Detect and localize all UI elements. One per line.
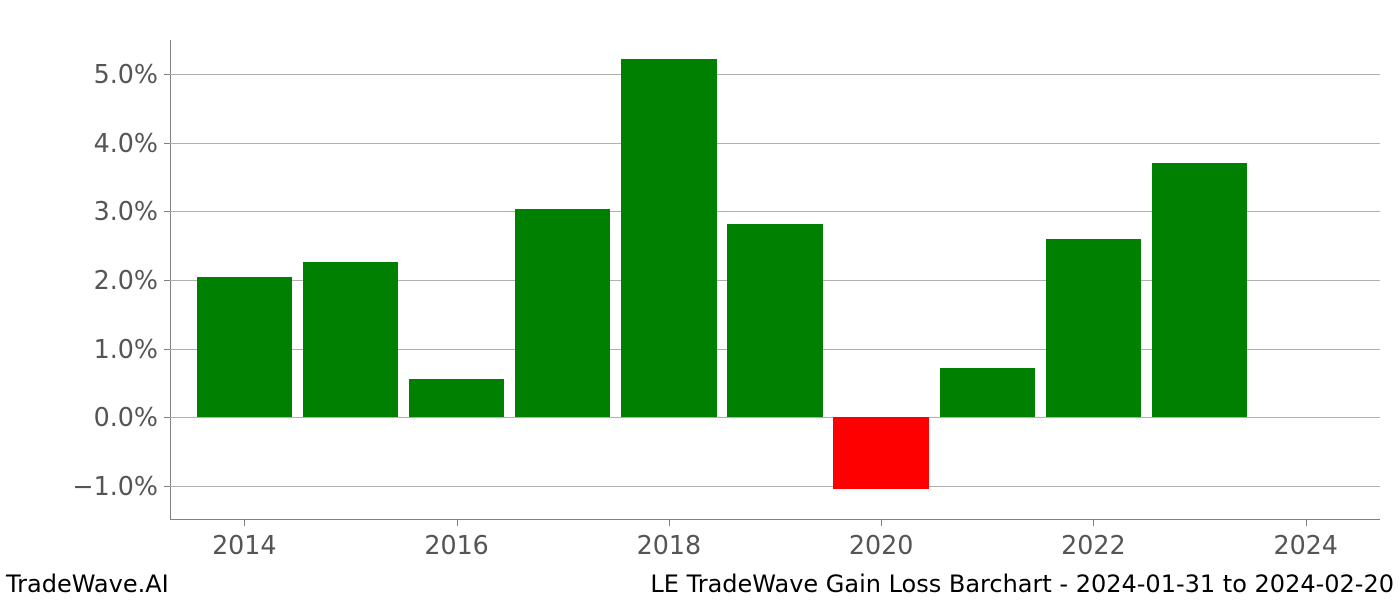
x-tick-label: 2018 xyxy=(637,530,701,560)
y-tick-mark xyxy=(164,143,170,144)
y-tick-mark xyxy=(164,74,170,75)
bar xyxy=(409,379,505,417)
x-axis-spine xyxy=(170,519,1380,520)
x-tick-mark xyxy=(457,520,458,526)
x-tick-mark xyxy=(244,520,245,526)
y-tick-label: 4.0% xyxy=(94,128,158,158)
y-tick-label: 2.0% xyxy=(94,265,158,295)
x-tick-mark xyxy=(669,520,670,526)
x-tick-mark xyxy=(881,520,882,526)
y-tick-label: 1.0% xyxy=(94,334,158,364)
y-tick-label: 3.0% xyxy=(94,196,158,226)
y-tick-mark xyxy=(164,417,170,418)
bar xyxy=(940,368,1036,417)
bar xyxy=(727,224,823,417)
y-tick-mark xyxy=(164,349,170,350)
y-tick-mark xyxy=(164,211,170,212)
x-tick-mark xyxy=(1306,520,1307,526)
gridline xyxy=(170,417,1380,418)
bar xyxy=(1152,163,1248,417)
bar xyxy=(621,59,717,417)
bar xyxy=(303,262,399,417)
y-tick-label: 0.0% xyxy=(94,402,158,432)
y-tick-label: 5.0% xyxy=(94,59,158,89)
gridline xyxy=(170,486,1380,487)
x-tick-mark xyxy=(1093,520,1094,526)
x-tick-label: 2024 xyxy=(1273,530,1337,560)
bar xyxy=(197,277,293,418)
x-tick-label: 2014 xyxy=(212,530,276,560)
bar xyxy=(1046,239,1142,417)
x-tick-label: 2022 xyxy=(1061,530,1125,560)
y-tick-label: −1.0% xyxy=(72,471,158,501)
y-tick-mark xyxy=(164,486,170,487)
footer-right-text: LE TradeWave Gain Loss Barchart - 2024-0… xyxy=(650,570,1394,598)
gain-loss-barchart: TradeWave.AI LE TradeWave Gain Loss Barc… xyxy=(0,0,1400,600)
x-tick-label: 2020 xyxy=(849,530,913,560)
gridline xyxy=(170,143,1380,144)
plot-area xyxy=(170,40,1380,520)
y-tick-mark xyxy=(164,280,170,281)
bar xyxy=(515,209,611,417)
x-tick-label: 2016 xyxy=(424,530,488,560)
footer-left-text: TradeWave.AI xyxy=(6,570,169,598)
gridline xyxy=(170,74,1380,75)
bar xyxy=(833,417,929,489)
